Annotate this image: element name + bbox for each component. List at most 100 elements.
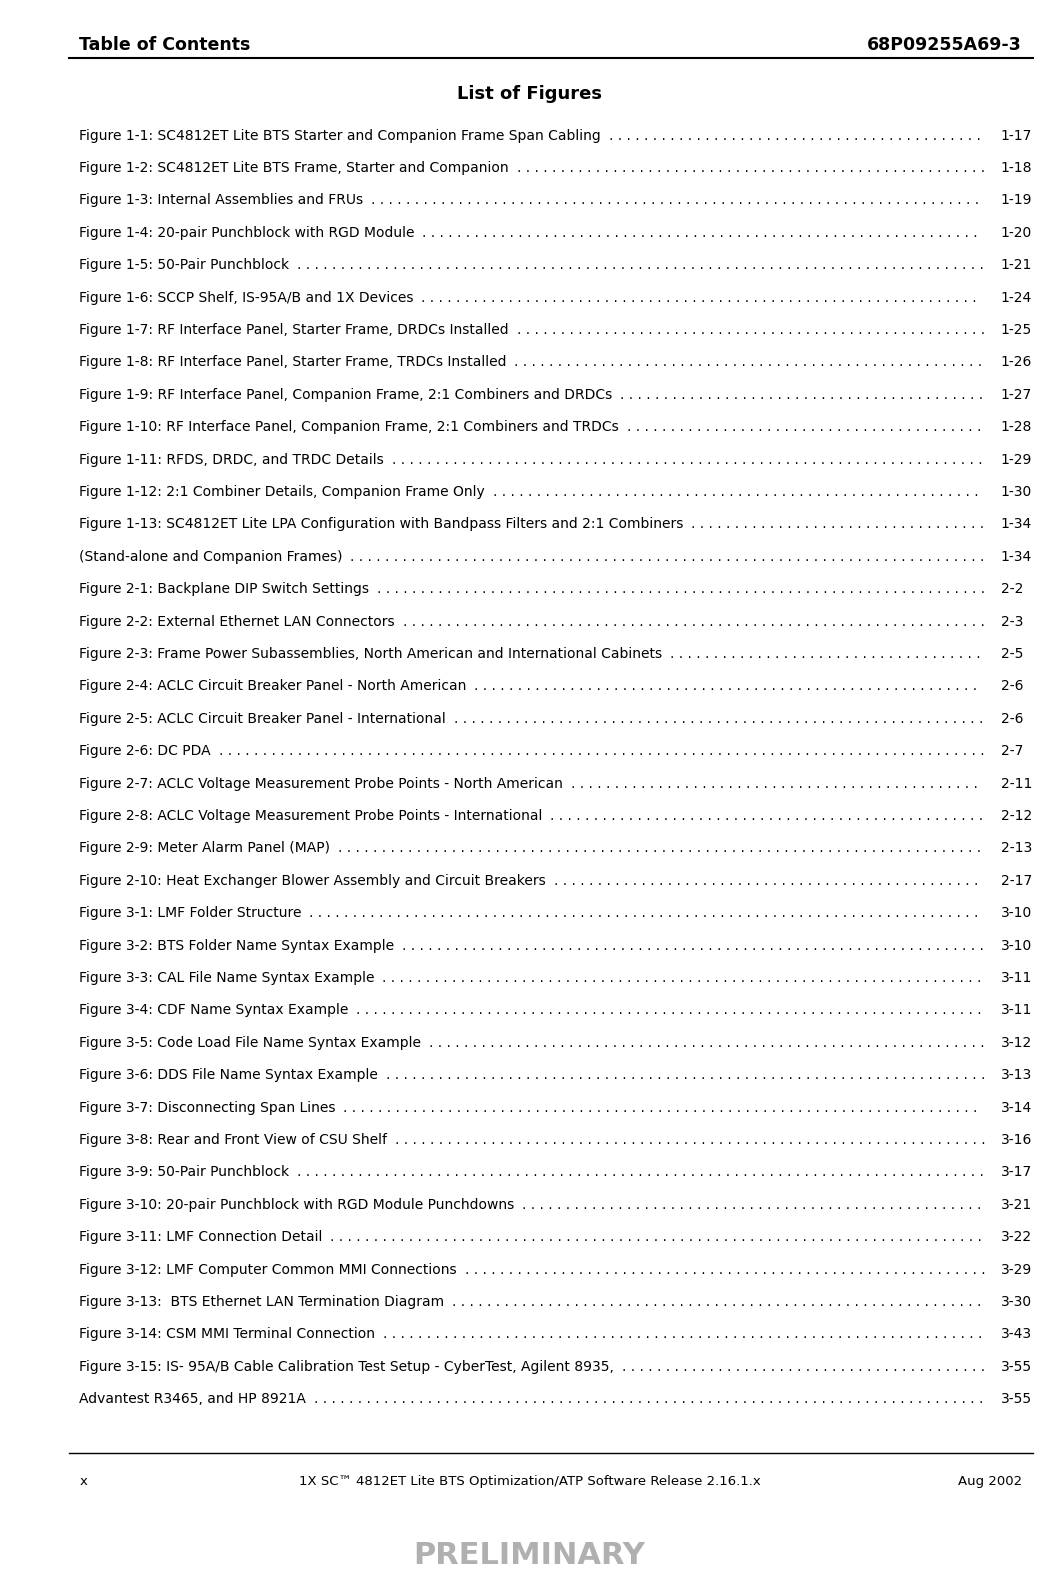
Text: 1-17: 1-17 — [1001, 129, 1033, 143]
Text: 1-24: 1-24 — [1001, 290, 1033, 304]
Text: 1-27: 1-27 — [1001, 388, 1033, 402]
Text: 1-34: 1-34 — [1001, 549, 1033, 563]
Text: 3-16: 3-16 — [1001, 1133, 1033, 1147]
Text: . . . . . . . . . . . . . . . . . . . . . . . . . . . . . . . . . . . . . . . . : . . . . . . . . . . . . . . . . . . . . … — [356, 1004, 986, 1017]
Text: . . . . . . . . . . . . . . . . . . . . . . . . . . . . . . . . . . . . . . . . : . . . . . . . . . . . . . . . . . . . . … — [382, 971, 986, 985]
Text: 2-11: 2-11 — [1001, 777, 1033, 791]
Text: . . . . . . . . . . . . . . . . . . . . . . . . . . . . . . . . . . . . . . . . : . . . . . . . . . . . . . . . . . . . . … — [551, 810, 988, 824]
Text: 1-28: 1-28 — [1001, 420, 1033, 435]
Text: 1-30: 1-30 — [1001, 485, 1033, 499]
Text: Figure 1-7: RF Interface Panel, Starter Frame, DRDCs Installed: Figure 1-7: RF Interface Panel, Starter … — [79, 323, 509, 337]
Text: . . . . . . . . . . . . . . . . . . . . . . . . . . . . . . . . . . . . . . . . : . . . . . . . . . . . . . . . . . . . . … — [298, 259, 988, 273]
Text: Figure 2-7: ACLC Voltage Measurement Probe Points - North American: Figure 2-7: ACLC Voltage Measurement Pro… — [79, 777, 563, 791]
Text: 68P09255A69-3: 68P09255A69-3 — [867, 36, 1022, 53]
Text: . . . . . . . . . . . . . . . . . . . . . . . . . . . . . . . . . . . . . . . . : . . . . . . . . . . . . . . . . . . . . … — [395, 1133, 990, 1147]
Text: 2-6: 2-6 — [1001, 679, 1023, 693]
Text: Figure 2-9: Meter Alarm Panel (MAP): Figure 2-9: Meter Alarm Panel (MAP) — [79, 841, 330, 855]
Text: Figure 3-15: IS- 95A/B Cable Calibration Test Setup - CyberTest, Agilent 8935,: Figure 3-15: IS- 95A/B Cable Calibration… — [79, 1360, 614, 1374]
Text: . . . . . . . . . . . . . . . . . . . . . . . . . . . . . . . . . . . . . . . . : . . . . . . . . . . . . . . . . . . . . … — [385, 1068, 989, 1083]
Text: 2-3: 2-3 — [1001, 615, 1023, 629]
Text: . . . . . . . . . . . . . . . . . . . . . . . . . . . . . . . . . . . . . . . . : . . . . . . . . . . . . . . . . . . . . … — [474, 679, 982, 693]
Text: Figure 3-14: CSM MMI Terminal Connection: Figure 3-14: CSM MMI Terminal Connection — [79, 1327, 376, 1341]
Text: . . . . . . . . . . . . . . . . . . . . . . . . . . . . . . . . . . . . . . . . : . . . . . . . . . . . . . . . . . . . . … — [330, 1230, 987, 1244]
Text: 3-17: 3-17 — [1001, 1166, 1033, 1180]
Text: Figure 2-2: External Ethernet LAN Connectors: Figure 2-2: External Ethernet LAN Connec… — [79, 615, 395, 629]
Text: . . . . . . . . . . . . . . . . . . . . . . . . . . . . . . . . . . . . . . . . : . . . . . . . . . . . . . . . . . . . . … — [402, 615, 989, 629]
Text: Figure 3-8: Rear and Front View of CSU Shelf: Figure 3-8: Rear and Front View of CSU S… — [79, 1133, 388, 1147]
Text: . . . . . . . . . . . . . . . . . . . . . . . . . . . . . . . . . . . . . . . . : . . . . . . . . . . . . . . . . . . . . … — [571, 777, 982, 791]
Text: Figure 2-10: Heat Exchanger Blower Assembly and Circuit Breakers: Figure 2-10: Heat Exchanger Blower Assem… — [79, 874, 546, 888]
Text: . . . . . . . . . . . . . . . . . . . . . . . . . . . . . . . . . . . . . . . . : . . . . . . . . . . . . . . . . . . . . … — [522, 1197, 986, 1211]
Text: . . . . . . . . . . . . . . . . . . . . . . . . . . . . . . . . . . . . . . . . : . . . . . . . . . . . . . . . . . . . . … — [452, 1294, 986, 1309]
Text: 1X SC™ 4812ET Lite BTS Optimization/ATP Software Release 2.16.1.x: 1X SC™ 4812ET Lite BTS Optimization/ATP … — [299, 1475, 760, 1487]
Text: (Stand-alone and Companion Frames): (Stand-alone and Companion Frames) — [79, 549, 343, 563]
Text: . . . . . . . . . . . . . . . . . . . . . . . . . . . . . . . . . . . . . . . . : . . . . . . . . . . . . . . . . . . . . … — [377, 582, 989, 596]
Text: PRELIMINARY: PRELIMINARY — [414, 1541, 645, 1569]
Text: Figure 1-5: 50-Pair Punchblock: Figure 1-5: 50-Pair Punchblock — [79, 259, 289, 273]
Text: . . . . . . . . . . . . . . . . . . . . . . . . . . . . . . . . . . . . . . . . : . . . . . . . . . . . . . . . . . . . . … — [622, 1360, 989, 1374]
Text: Figure 2-6: DC PDA: Figure 2-6: DC PDA — [79, 744, 211, 758]
Text: List of Figures: List of Figures — [457, 85, 602, 102]
Text: Figure 1-3: Internal Assemblies and FRUs: Figure 1-3: Internal Assemblies and FRUs — [79, 193, 363, 207]
Text: 3-14: 3-14 — [1001, 1101, 1033, 1114]
Text: Figure 2-1: Backplane DIP Switch Settings: Figure 2-1: Backplane DIP Switch Setting… — [79, 582, 370, 596]
Text: Figure 2-4: ACLC Circuit Breaker Panel - North American: Figure 2-4: ACLC Circuit Breaker Panel -… — [79, 679, 467, 693]
Text: 3-11: 3-11 — [1001, 1004, 1033, 1017]
Text: 2-17: 2-17 — [1001, 874, 1033, 888]
Text: 2-2: 2-2 — [1001, 582, 1023, 596]
Text: . . . . . . . . . . . . . . . . . . . . . . . . . . . . . . . . . . . . . . . . : . . . . . . . . . . . . . . . . . . . . … — [554, 874, 983, 888]
Text: 1-18: 1-18 — [1001, 162, 1033, 176]
Text: . . . . . . . . . . . . . . . . . . . . . . . . . . . . . . . . . . . . . . . . : . . . . . . . . . . . . . . . . . . . . … — [351, 549, 989, 563]
Text: Figure 1-4: 20-pair Punchblock with RGD Module: Figure 1-4: 20-pair Punchblock with RGD … — [79, 226, 415, 240]
Text: 3-43: 3-43 — [1001, 1327, 1031, 1341]
Text: 3-29: 3-29 — [1001, 1263, 1033, 1277]
Text: . . . . . . . . . . . . . . . . . . . . . . . . . . . . . . . . . . . . . . . . : . . . . . . . . . . . . . . . . . . . . … — [465, 1263, 989, 1277]
Text: . . . . . . . . . . . . . . . . . . . . . . . . . . . . . . . . . . . . . . . . : . . . . . . . . . . . . . . . . . . . . … — [298, 1166, 988, 1180]
Text: . . . . . . . . . . . . . . . . . . . . . . . . . . . . . . . . . . . . . . . . : . . . . . . . . . . . . . . . . . . . . … — [621, 388, 988, 402]
Text: 3-21: 3-21 — [1001, 1197, 1033, 1211]
Text: . . . . . . . . . . . . . . . . . . . . . . . . . . . . . . . . . . . . . . . . : . . . . . . . . . . . . . . . . . . . . … — [402, 938, 988, 952]
Text: . . . . . . . . . . . . . . . . . . . . . . . . . . . . . . . . . . . . . . . . : . . . . . . . . . . . . . . . . . . . . … — [371, 193, 984, 207]
Text: . . . . . . . . . . . . . . . . . . . . . . . . . . . . . . . . . .: . . . . . . . . . . . . . . . . . . . . … — [692, 518, 989, 532]
Text: . . . . . . . . . . . . . . . . . . . . . . . . . . . . . . . . . . . . . . . . : . . . . . . . . . . . . . . . . . . . . … — [423, 226, 983, 240]
Text: 3-10: 3-10 — [1001, 938, 1033, 952]
Text: 1-29: 1-29 — [1001, 453, 1033, 466]
Text: 3-12: 3-12 — [1001, 1036, 1033, 1050]
Text: 3-55: 3-55 — [1001, 1360, 1031, 1374]
Text: . . . . . . . . . . . . . . . . . . . . . . . . . . . . . . . . . . . . . . . . : . . . . . . . . . . . . . . . . . . . . … — [517, 323, 989, 337]
Text: 3-30: 3-30 — [1001, 1294, 1031, 1309]
Text: Figure 3-12: LMF Computer Common MMI Connections: Figure 3-12: LMF Computer Common MMI Con… — [79, 1263, 457, 1277]
Text: 1-19: 1-19 — [1001, 193, 1033, 207]
Text: 3-22: 3-22 — [1001, 1230, 1031, 1244]
Text: 2-13: 2-13 — [1001, 841, 1033, 855]
Text: . . . . . . . . . . . . . . . . . . . . . . . . . . . . . . . . . . . .: . . . . . . . . . . . . . . . . . . . . … — [670, 646, 985, 661]
Text: 3-10: 3-10 — [1001, 907, 1033, 921]
Text: 1-25: 1-25 — [1001, 323, 1033, 337]
Text: Figure 3-11: LMF Connection Detail: Figure 3-11: LMF Connection Detail — [79, 1230, 323, 1244]
Text: Figure 1-12: 2:1 Combiner Details, Companion Frame Only: Figure 1-12: 2:1 Combiner Details, Compa… — [79, 485, 485, 499]
Text: x: x — [79, 1475, 87, 1487]
Text: 1-34: 1-34 — [1001, 518, 1033, 532]
Text: 3-13: 3-13 — [1001, 1068, 1033, 1083]
Text: Figure 2-3: Frame Power Subassemblies, North American and International Cabinets: Figure 2-3: Frame Power Subassemblies, N… — [79, 646, 663, 661]
Text: . . . . . . . . . . . . . . . . . . . . . . . . . . . . . . . . . . . . . . . . : . . . . . . . . . . . . . . . . . . . . … — [609, 129, 985, 143]
Text: Figure 3-6: DDS File Name Syntax Example: Figure 3-6: DDS File Name Syntax Example — [79, 1068, 378, 1083]
Text: 3-55: 3-55 — [1001, 1392, 1031, 1406]
Text: Figure 3-7: Disconnecting Span Lines: Figure 3-7: Disconnecting Span Lines — [79, 1101, 336, 1114]
Text: Figure 3-4: CDF Name Syntax Example: Figure 3-4: CDF Name Syntax Example — [79, 1004, 348, 1017]
Text: . . . . . . . . . . . . . . . . . . . . . . . . . . . . . . . . . . . . . . . . : . . . . . . . . . . . . . . . . . . . . … — [392, 453, 987, 466]
Text: . . . . . . . . . . . . . . . . . . . . . . . . . . . . . . . . . . . . . . . . : . . . . . . . . . . . . . . . . . . . . … — [309, 907, 983, 921]
Text: Figure 1-11: RFDS, DRDC, and TRDC Details: Figure 1-11: RFDS, DRDC, and TRDC Detail… — [79, 453, 384, 466]
Text: . . . . . . . . . . . . . . . . . . . . . . . . . . . . . . . . . . . . . . . . : . . . . . . . . . . . . . . . . . . . . … — [517, 162, 989, 176]
Text: Table of Contents: Table of Contents — [79, 36, 251, 53]
Text: Figure 3-1: LMF Folder Structure: Figure 3-1: LMF Folder Structure — [79, 907, 302, 921]
Text: 2-5: 2-5 — [1001, 646, 1023, 661]
Text: Figure 1-13: SC4812ET Lite LPA Configuration with Bandpass Filters and 2:1 Combi: Figure 1-13: SC4812ET Lite LPA Configura… — [79, 518, 684, 532]
Text: Figure 1-8: RF Interface Panel, Starter Frame, TRDCs Installed: Figure 1-8: RF Interface Panel, Starter … — [79, 356, 507, 369]
Text: Advantest R3465, and HP 8921A: Advantest R3465, and HP 8921A — [79, 1392, 306, 1406]
Text: Figure 2-5: ACLC Circuit Breaker Panel - International: Figure 2-5: ACLC Circuit Breaker Panel -… — [79, 712, 446, 726]
Text: Figure 3-5: Code Load File Name Syntax Example: Figure 3-5: Code Load File Name Syntax E… — [79, 1036, 421, 1050]
Text: Figure 1-10: RF Interface Panel, Companion Frame, 2:1 Combiners and TRDCs: Figure 1-10: RF Interface Panel, Compani… — [79, 420, 620, 435]
Text: 1-20: 1-20 — [1001, 226, 1033, 240]
Text: 2-12: 2-12 — [1001, 810, 1033, 824]
